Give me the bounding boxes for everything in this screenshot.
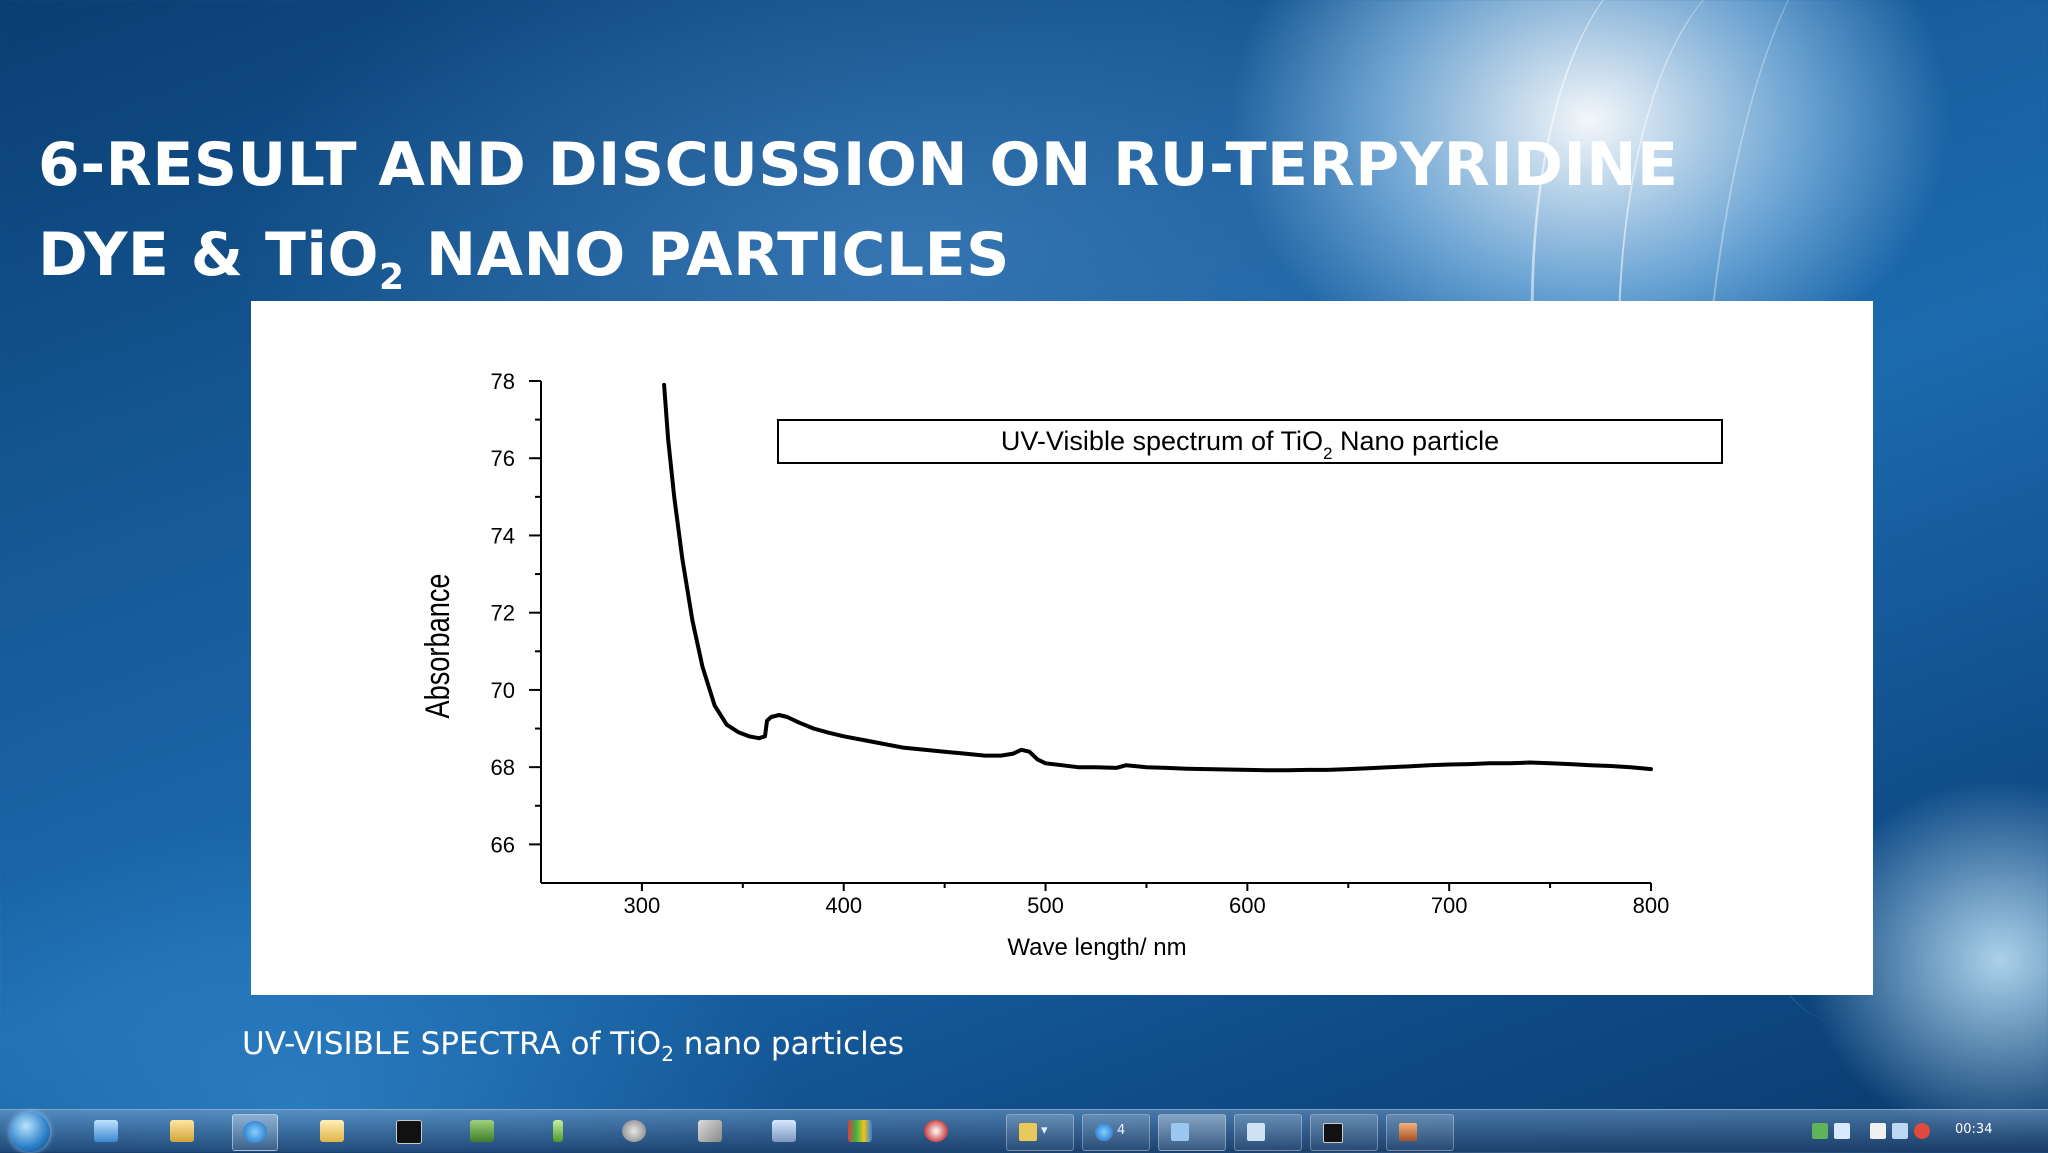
x-tick-label: 300 bbox=[624, 893, 661, 918]
chart-figure: 66 68 70 72 74 76 78 300 400 500 600 700 800 UV-Vis… bbox=[251, 301, 1873, 995]
absorbance-series-line bbox=[662, 382, 1653, 773]
chart-title: UV-Visible spectrum of TiO2 Nano particl… bbox=[1001, 426, 1499, 463]
x-axis-label: Wave length/ nm bbox=[1007, 934, 1186, 961]
network-tool-icon[interactable] bbox=[460, 1114, 504, 1149]
y-axis-label: Absorbance bbox=[418, 573, 457, 718]
explorer-window-button[interactable]: ▾ bbox=[1006, 1114, 1074, 1151]
tray-monitor-icon[interactable] bbox=[1892, 1123, 1908, 1139]
y-tick-label: 70 bbox=[491, 678, 515, 703]
slide-title: 6-RESULT AND DISCUSSION ON RU-TERPYRIDIN… bbox=[38, 120, 1679, 300]
console-window-button[interactable] bbox=[1310, 1114, 1378, 1151]
x-tick-label: 600 bbox=[1229, 893, 1266, 918]
window-button[interactable] bbox=[1234, 1114, 1302, 1151]
antenna-icon[interactable] bbox=[536, 1114, 580, 1149]
tray-display-icon[interactable] bbox=[1834, 1123, 1850, 1139]
tray-network-icon[interactable] bbox=[1812, 1123, 1828, 1139]
x-tick-group: 300 400 500 600 700 800 bbox=[624, 883, 1670, 918]
y-tick-label: 66 bbox=[491, 832, 515, 857]
y-tick-label: 78 bbox=[491, 369, 515, 394]
settings-gear-icon[interactable] bbox=[612, 1114, 656, 1149]
x-tick-label: 400 bbox=[825, 893, 862, 918]
chart-title-box bbox=[777, 419, 1723, 464]
x-tick-label: 700 bbox=[1431, 893, 1468, 918]
x-tick-label: 800 bbox=[1633, 893, 1670, 918]
browser-window-group-button[interactable]: 4 bbox=[1082, 1114, 1150, 1151]
tool-window-button[interactable] bbox=[1386, 1114, 1454, 1151]
y-tick-label: 76 bbox=[491, 446, 515, 471]
internet-explorer-icon[interactable] bbox=[232, 1114, 278, 1151]
x-tick-label: 500 bbox=[1027, 893, 1064, 918]
computer-icon[interactable] bbox=[762, 1114, 806, 1149]
uv-visible-chart: 66 68 70 72 74 76 78 300 400 500 600 700 800 UV-Vis… bbox=[418, 369, 1723, 961]
start-button-icon[interactable] bbox=[10, 1112, 50, 1152]
paint-icon[interactable] bbox=[914, 1114, 958, 1149]
tray-volume-icon[interactable] bbox=[1914, 1123, 1930, 1139]
taskbar-clock[interactable]: 00:34 bbox=[1955, 1122, 1993, 1137]
figure-caption: UV-VISIBLE SPECTRA of TiO2 nano particle… bbox=[242, 1026, 904, 1067]
tray-wifi-icon[interactable] bbox=[1870, 1123, 1886, 1139]
title-line-2: DYE & TiO2 NANO PARTICLES bbox=[38, 220, 1010, 298]
active-window-button[interactable] bbox=[1158, 1114, 1226, 1151]
mail-icon[interactable] bbox=[310, 1114, 354, 1149]
y-tick-label: 68 bbox=[491, 755, 515, 780]
windows-taskbar: ▾ 4 00:34 bbox=[0, 1109, 2048, 1153]
window-count: 4 bbox=[1117, 1123, 1126, 1138]
tools-icon[interactable] bbox=[688, 1114, 732, 1149]
colorful-app-icon[interactable] bbox=[838, 1114, 882, 1149]
show-desktop-icon[interactable] bbox=[84, 1114, 128, 1149]
y-tick-label: 74 bbox=[491, 523, 515, 548]
y-tick-label: 72 bbox=[491, 601, 515, 626]
command-prompt-icon[interactable] bbox=[386, 1114, 430, 1149]
file-explorer-icon[interactable] bbox=[160, 1114, 204, 1149]
title-line-1: 6-RESULT AND DISCUSSION ON RU-TERPYRIDIN… bbox=[38, 130, 1679, 200]
y-tick-group: 66 68 70 72 74 76 78 bbox=[491, 369, 541, 857]
